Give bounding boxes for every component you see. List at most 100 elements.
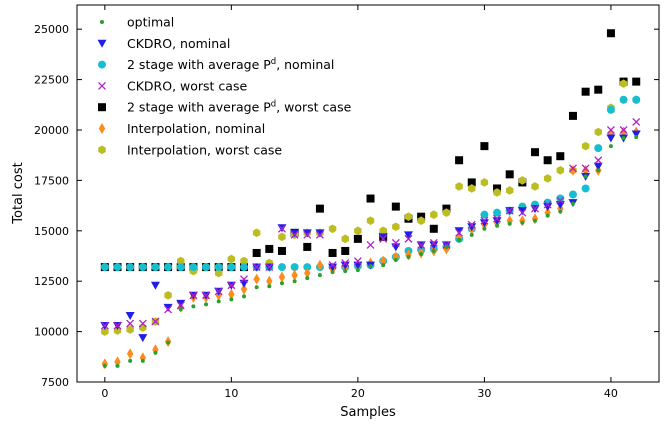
data-point — [227, 281, 236, 290]
data-point — [150, 281, 160, 290]
data-point — [505, 170, 514, 179]
data-point — [328, 224, 337, 234]
data-point — [303, 230, 312, 239]
data-point — [100, 321, 109, 330]
data-point — [531, 182, 539, 191]
data-point — [277, 263, 286, 272]
data-point — [328, 248, 337, 257]
data-point — [164, 263, 173, 272]
data-point — [594, 144, 603, 153]
data-point — [455, 228, 464, 237]
data-marks — [100, 29, 641, 370]
data-point — [569, 164, 577, 173]
data-point — [455, 182, 463, 191]
data-point — [239, 279, 249, 288]
data-point — [163, 303, 173, 312]
legend-marker — [98, 81, 106, 90]
data-point — [619, 95, 628, 104]
data-point — [254, 285, 259, 290]
data-point — [533, 218, 538, 223]
data-point — [290, 229, 300, 238]
data-point — [467, 223, 477, 232]
data-point — [152, 344, 159, 356]
data-point — [581, 184, 590, 193]
data-point — [378, 233, 388, 242]
data-point — [404, 212, 413, 221]
series-diamond — [101, 126, 640, 370]
x-tick-label: 0 — [101, 387, 108, 400]
data-point — [621, 136, 626, 141]
data-point — [252, 263, 261, 272]
data-point — [493, 188, 501, 197]
data-point — [240, 275, 248, 284]
data-point — [593, 162, 603, 171]
data-point — [341, 234, 349, 244]
series-dot — [102, 135, 639, 368]
x-axis-title: Samples — [340, 405, 396, 420]
data-point — [518, 176, 527, 185]
data-point — [391, 238, 400, 247]
data-point — [632, 117, 641, 126]
data-point — [189, 263, 198, 272]
legend-marker — [98, 60, 106, 69]
data-point — [164, 291, 172, 300]
data-point — [619, 79, 628, 88]
legend: optimal CKDRO, nominal 2 stage with averag… — [97, 15, 352, 157]
data-point — [620, 126, 627, 138]
data-point — [100, 263, 109, 272]
data-point — [140, 358, 145, 363]
data-point — [176, 299, 186, 308]
data-point — [328, 261, 337, 270]
x-tick-label: 10 — [224, 387, 238, 400]
data-point — [480, 216, 489, 225]
x-tick-label: 40 — [604, 387, 618, 400]
legend-marker — [97, 39, 107, 48]
plot-area: 0 10 20 30 40 7500 10000 12500 15000 17500 20000 22… — [34, 4, 660, 400]
data-point — [543, 156, 552, 165]
data-point — [379, 255, 387, 267]
data-point — [278, 271, 286, 283]
data-point — [340, 261, 350, 270]
data-point — [153, 350, 158, 355]
data-point — [493, 214, 502, 223]
data-point — [444, 244, 449, 249]
data-point — [379, 226, 387, 236]
data-point — [606, 105, 615, 114]
data-point — [468, 184, 476, 193]
y-tick-label: 15000 — [34, 225, 69, 238]
data-point — [189, 291, 198, 300]
data-point — [278, 232, 286, 242]
data-point — [242, 294, 247, 299]
data-point — [581, 141, 590, 151]
data-point — [531, 148, 540, 157]
legend-marker — [100, 20, 104, 24]
data-point — [317, 273, 322, 278]
data-point — [543, 203, 553, 212]
y-tick-label: 12500 — [34, 275, 69, 288]
data-point — [101, 327, 109, 336]
data-point — [555, 201, 565, 210]
y-tick-label: 25000 — [34, 23, 69, 36]
data-point — [341, 246, 350, 255]
data-point — [366, 216, 375, 226]
data-point — [353, 257, 362, 265]
data-point — [429, 224, 438, 233]
data-point — [252, 228, 261, 238]
legend-label: Interpolation, nominal — [127, 121, 265, 136]
data-point — [430, 210, 438, 219]
data-point — [583, 174, 588, 179]
data-point — [479, 219, 489, 228]
data-point — [265, 263, 274, 272]
data-point — [634, 135, 639, 140]
data-point — [568, 190, 577, 199]
data-point — [343, 269, 348, 274]
data-point — [417, 240, 426, 249]
legend-marker — [98, 103, 106, 112]
data-point — [366, 240, 375, 249]
data-point — [126, 325, 134, 334]
data-point — [214, 263, 223, 272]
data-point — [353, 234, 362, 243]
data-point — [240, 283, 248, 295]
data-point — [227, 263, 236, 272]
